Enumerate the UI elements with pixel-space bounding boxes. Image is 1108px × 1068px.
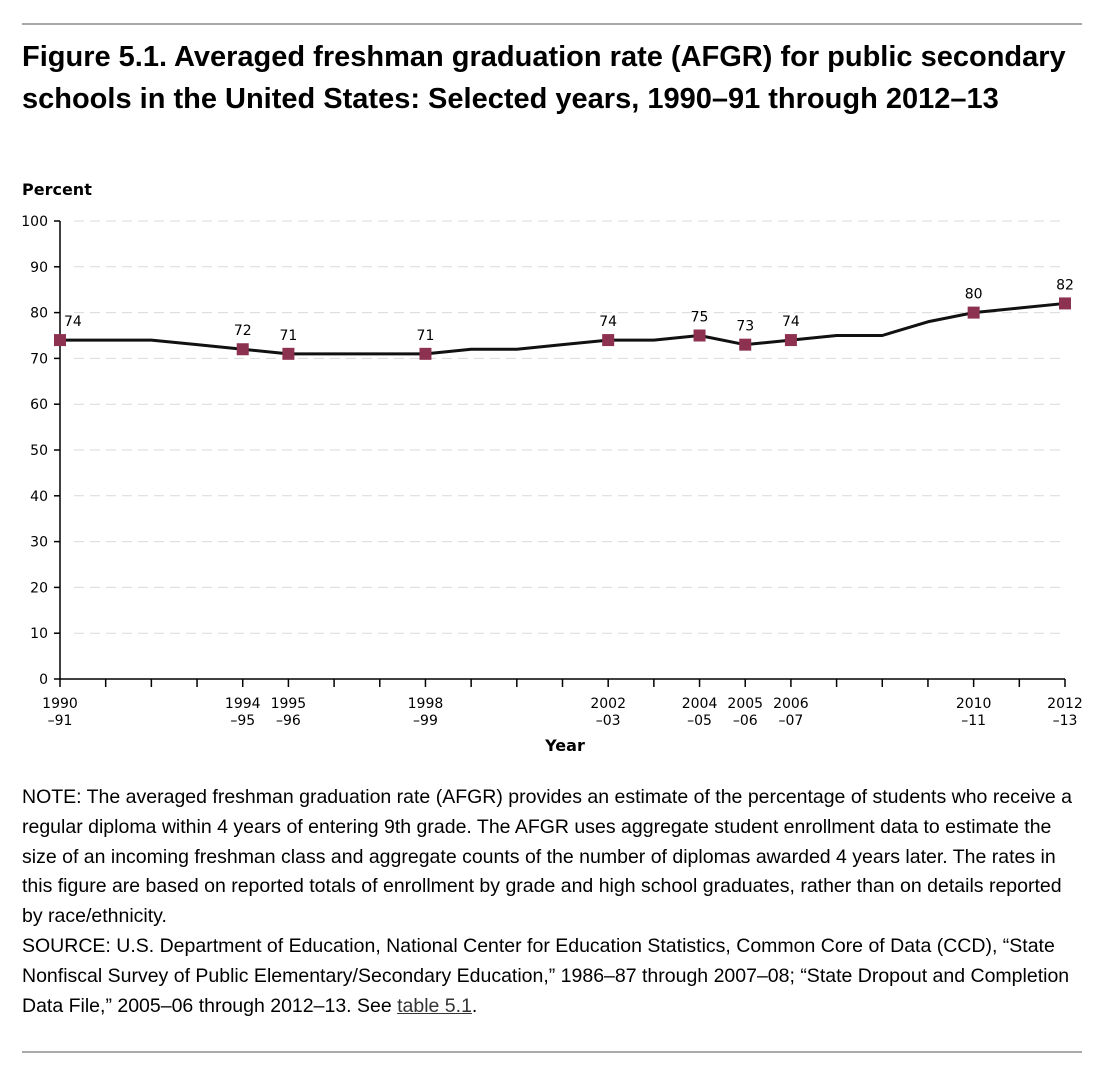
source-suffix: . — [471, 994, 478, 1017]
data-point-marker — [236, 343, 249, 356]
axes: 0 10 20 30 40 50 60 70 80 90 100 1990–91 1994–95 1995… — [21, 214, 1083, 729]
data-point-marker — [784, 334, 797, 347]
data-label: 82 — [1056, 277, 1074, 293]
data-point-marker — [282, 347, 295, 360]
top-divider — [22, 23, 1082, 25]
markers-layer — [54, 297, 1071, 360]
x-tick-label: 2002 — [590, 696, 626, 712]
y-tick-label: 20 — [30, 580, 48, 596]
data-label: 74 — [599, 314, 617, 330]
x-tick-label-sub: –95 — [230, 713, 255, 729]
x-tick-label: 2005 — [727, 696, 763, 712]
data-point-marker — [602, 334, 615, 347]
y-tick-label: 90 — [30, 260, 48, 276]
data-label: 74 — [64, 314, 82, 330]
figure-notes: NOTE: The averaged freshman graduation r… — [22, 783, 1082, 1021]
y-tick-label: 70 — [30, 351, 48, 367]
note-text: NOTE: The averaged freshman graduation r… — [22, 786, 1072, 928]
series-layer — [60, 301, 1066, 356]
x-tick-label: 2006 — [773, 696, 809, 712]
data-point-marker — [739, 338, 752, 351]
x-tick-label-sub: –03 — [596, 713, 621, 729]
bottom-divider — [22, 1051, 1082, 1053]
data-point-marker — [967, 306, 980, 319]
data-label: 73 — [736, 319, 754, 335]
x-tick-label-sub: –11 — [961, 713, 986, 729]
data-point-marker — [693, 329, 706, 342]
x-tick-label: 1998 — [408, 696, 444, 712]
x-tick-label: 1995 — [271, 696, 307, 712]
source-text: SOURCE: U.S. Department of Education, Na… — [22, 932, 1082, 1021]
x-tick-label-sub: –06 — [733, 713, 758, 729]
y-tick-label: 80 — [30, 306, 48, 322]
source-prefix: SOURCE: U.S. Department of Education, Na… — [22, 934, 1070, 1017]
data-label: 71 — [417, 328, 435, 344]
line-chart: Percent Year 01020304050607080901001990–… — [21, 180, 1083, 755]
data-label: 72 — [234, 323, 252, 339]
x-tick-label-sub: –05 — [687, 713, 712, 729]
x-tick-label: 2004 — [682, 696, 718, 712]
x-tick-label: 2010 — [956, 696, 992, 712]
x-tick-label: 1990 — [42, 696, 78, 712]
y-tick-label: 0 — [39, 672, 48, 688]
data-label: 74 — [782, 314, 800, 330]
data-point-marker — [1059, 297, 1071, 310]
data-label: 75 — [691, 310, 709, 326]
data-label: 71 — [279, 328, 297, 344]
y-tick-label: 100 — [21, 214, 48, 230]
figure-title: Figure 5.1. Averaged freshman graduation… — [22, 41, 1066, 115]
x-tick-label-sub: –13 — [1053, 713, 1078, 729]
x-tick-label: 1994 — [225, 696, 261, 712]
data-point-marker — [54, 334, 66, 347]
data-labels-layer: 74 72 71 71 74 75 73 74 80 82 — [64, 277, 1074, 343]
x-tick-label-sub: –96 — [276, 713, 301, 729]
x-tick-label: 2012 — [1047, 696, 1083, 712]
y-tick-label: 30 — [30, 535, 48, 551]
y-tick-label: 10 — [30, 626, 48, 642]
y-tick-label: 50 — [30, 443, 48, 459]
series-line-afgr — [60, 301, 1066, 356]
table-5-1-link[interactable]: table 5.1 — [397, 994, 472, 1017]
data-point-marker — [419, 347, 432, 360]
x-axis-label: Year — [544, 736, 585, 755]
data-label: 80 — [965, 287, 983, 303]
x-tick-label-sub: –99 — [413, 713, 438, 729]
y-tick-label: 40 — [30, 489, 48, 505]
gridlines — [74, 220, 1065, 634]
x-tick-label-sub: –91 — [48, 713, 73, 729]
y-axis-label: Percent — [22, 180, 92, 199]
y-tick-label: 60 — [30, 397, 48, 413]
x-tick-label-sub: –07 — [778, 713, 803, 729]
